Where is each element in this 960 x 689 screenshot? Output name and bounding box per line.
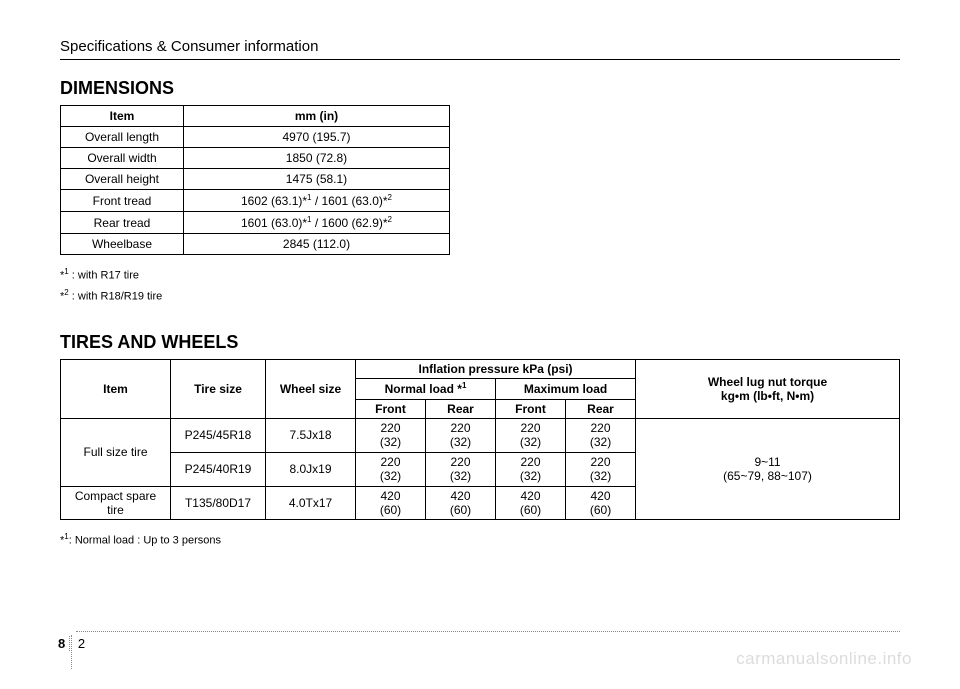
dim-value: 1601 (63.0)*1 / 1600 (62.9)*2 [184,212,450,234]
table-header-row: Item mm (in) [61,106,450,127]
page-content: Specifications & Consumer information DI… [0,0,960,572]
th-wheel-size: Wheel size [266,359,356,418]
th-inflation: Inflation pressure kPa (psi) [356,359,636,378]
dim-item: Overall height [61,169,184,190]
pressure: 420(60) [566,486,636,520]
th-max-load: Maximum load [496,379,636,399]
th-front: Front [356,399,426,418]
page-number: 2 [74,636,85,651]
table-row: Wheelbase 2845 (112.0) [61,234,450,255]
pressure: 420(60) [426,486,496,520]
dim-item: Wheelbase [61,234,184,255]
pressure: 220(32) [356,452,426,486]
dimensions-footnotes: *1 : with R17 tire *2 : with R18/R19 tir… [60,265,900,308]
table-row: Full size tire P245/45R18 7.5Jx18 220(32… [61,419,900,453]
th-rear: Rear [426,399,496,418]
dim-header-value: mm (in) [184,106,450,127]
table-row: Rear tread 1601 (63.0)*1 / 1600 (62.9)*2 [61,212,450,234]
chapter-number: 8 [58,636,70,651]
pressure: 220(32) [426,452,496,486]
pressure: 420(60) [496,486,566,520]
tire-size: P245/45R18 [171,419,266,453]
running-header: Specifications & Consumer information [60,38,900,60]
table-row: Overall height 1475 (58.1) [61,169,450,190]
watermark: carmanualsonline.info [736,649,912,669]
table-row: Overall width 1850 (72.8) [61,148,450,169]
pressure: 220(32) [356,419,426,453]
pressure: 220(32) [426,419,496,453]
th-normal-load: Normal load *1 [356,379,496,399]
wheel-size: 4.0Tx17 [266,486,356,520]
footer-divider [76,631,900,632]
dim-value: 1850 (72.8) [184,148,450,169]
page-footer: 8 2 [58,636,85,651]
table-row: Overall length 4970 (195.7) [61,127,450,148]
pressure: 220(32) [566,419,636,453]
dimensions-title: DIMENSIONS [60,78,900,99]
pressure: 220(32) [496,419,566,453]
th-rear: Rear [566,399,636,418]
tires-footnote: *1: Normal load : Up to 3 persons [60,530,900,551]
dim-item: Rear tread [61,212,184,234]
th-front: Front [496,399,566,418]
dim-header-item: Item [61,106,184,127]
dim-value: 1602 (63.1)*1 / 1601 (63.0)*2 [184,190,450,212]
wheel-size: 7.5Jx18 [266,419,356,453]
full-size-tire-label: Full size tire [61,419,171,487]
tires-table: Item Tire size Wheel size Inflation pres… [60,359,900,521]
tire-size: P245/40R19 [171,452,266,486]
th-lug-torque: Wheel lug nut torque kg•m (lb•ft, N•m) [636,359,900,418]
table-row: Front tread 1602 (63.1)*1 / 1601 (63.0)*… [61,190,450,212]
dim-value: 1475 (58.1) [184,169,450,190]
th-tire-size: Tire size [171,359,266,418]
pressure: 420(60) [356,486,426,520]
dimensions-table: Item mm (in) Overall length 4970 (195.7)… [60,105,450,255]
dim-value: 4970 (195.7) [184,127,450,148]
footnote-1: *1 : with R17 tire [60,265,900,286]
th-item: Item [61,359,171,418]
wheel-size: 8.0Jx19 [266,452,356,486]
dim-value: 2845 (112.0) [184,234,450,255]
tires-title: TIRES AND WHEELS [60,332,900,353]
tire-size: T135/80D17 [171,486,266,520]
dim-item: Overall length [61,127,184,148]
compact-spare-label: Compact spare tire [61,486,171,520]
dim-item: Overall width [61,148,184,169]
lug-torque-value: 9~11 (65~79, 88~107) [636,419,900,520]
table-header-row: Item Tire size Wheel size Inflation pres… [61,359,900,378]
dim-item: Front tread [61,190,184,212]
pressure: 220(32) [566,452,636,486]
footnote-2: *2 : with R18/R19 tire [60,286,900,307]
pressure: 220(32) [496,452,566,486]
